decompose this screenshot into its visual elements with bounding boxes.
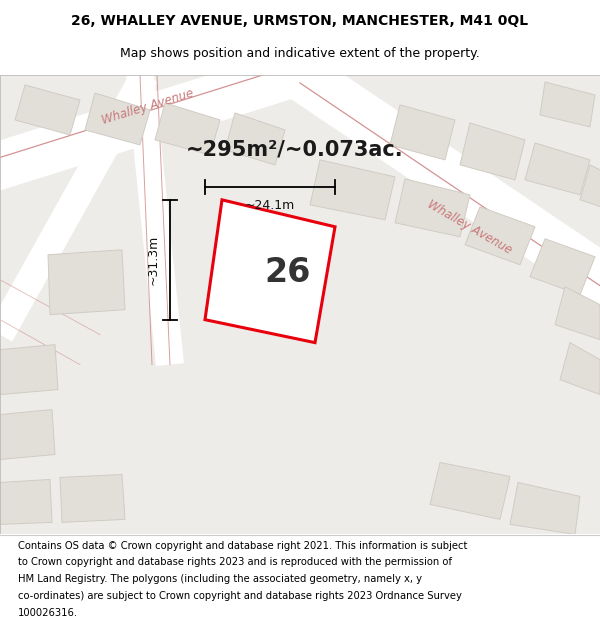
Polygon shape (286, 54, 600, 326)
Polygon shape (560, 342, 600, 394)
Polygon shape (430, 462, 510, 519)
Polygon shape (15, 85, 80, 135)
Text: Map shows position and indicative extent of the property.: Map shows position and indicative extent… (120, 48, 480, 61)
Polygon shape (395, 179, 470, 237)
Polygon shape (540, 82, 595, 127)
Polygon shape (0, 479, 52, 524)
Polygon shape (580, 165, 600, 210)
Polygon shape (85, 93, 150, 145)
Polygon shape (0, 68, 157, 341)
Polygon shape (60, 474, 125, 522)
Polygon shape (525, 143, 590, 195)
Polygon shape (555, 287, 600, 339)
Text: Whalley Avenue: Whalley Avenue (425, 198, 515, 256)
Text: 26: 26 (264, 256, 310, 289)
Text: ~24.1m: ~24.1m (245, 199, 295, 212)
Polygon shape (225, 113, 285, 165)
Text: co-ordinates) are subject to Crown copyright and database rights 2023 Ordnance S: co-ordinates) are subject to Crown copyr… (18, 591, 462, 601)
Text: Whalley Avenue: Whalley Avenue (100, 87, 196, 127)
Polygon shape (460, 123, 525, 180)
Polygon shape (530, 239, 595, 295)
Polygon shape (465, 207, 535, 265)
Polygon shape (48, 250, 125, 314)
Text: 100026316.: 100026316. (18, 608, 78, 618)
Text: 26, WHALLEY AVENUE, URMSTON, MANCHESTER, M41 0QL: 26, WHALLEY AVENUE, URMSTON, MANCHESTER,… (71, 14, 529, 28)
Text: ~31.3m: ~31.3m (147, 234, 160, 285)
Polygon shape (0, 344, 58, 394)
Polygon shape (205, 200, 335, 342)
Polygon shape (390, 105, 455, 160)
Text: to Crown copyright and database rights 2023 and is reproduced with the permissio: to Crown copyright and database rights 2… (18, 558, 452, 568)
Polygon shape (510, 482, 580, 534)
Polygon shape (0, 409, 55, 459)
Polygon shape (126, 74, 184, 366)
Text: ~295m²/~0.073ac.: ~295m²/~0.073ac. (186, 140, 404, 160)
Polygon shape (310, 160, 395, 220)
Polygon shape (0, 42, 327, 198)
Text: Contains OS data © Crown copyright and database right 2021. This information is : Contains OS data © Crown copyright and d… (18, 541, 467, 551)
Text: HM Land Registry. The polygons (including the associated geometry, namely x, y: HM Land Registry. The polygons (includin… (18, 574, 422, 584)
Polygon shape (155, 103, 220, 155)
